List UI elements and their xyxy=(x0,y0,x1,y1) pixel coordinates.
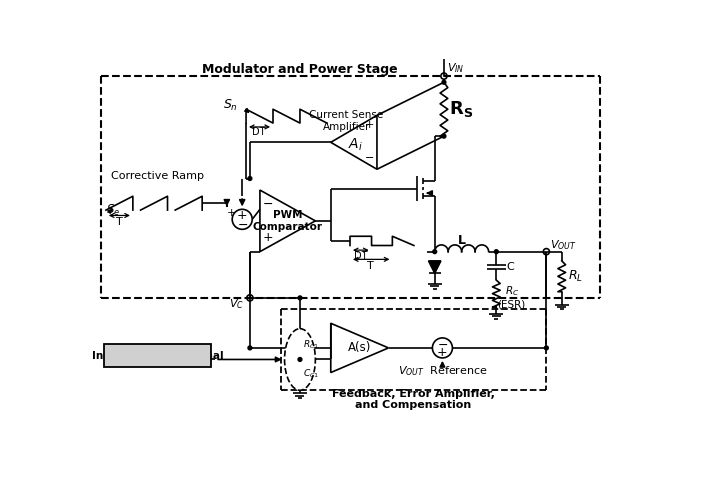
Text: Feedback, Error Amplifier,
and Compensation: Feedback, Error Amplifier, and Compensat… xyxy=(331,388,495,410)
Text: +: + xyxy=(262,231,273,245)
Circle shape xyxy=(298,296,302,300)
Circle shape xyxy=(442,80,446,84)
Circle shape xyxy=(495,250,498,253)
Text: PWM
Comparator: PWM Comparator xyxy=(253,210,323,232)
Text: DT: DT xyxy=(354,250,367,260)
Text: A(s): A(s) xyxy=(347,342,371,354)
Text: $-$: $-$ xyxy=(437,338,448,351)
Text: $R_C$
(ESR): $R_C$ (ESR) xyxy=(497,284,526,310)
Text: T: T xyxy=(116,216,123,227)
Text: $-$: $-$ xyxy=(262,197,273,211)
Text: +: + xyxy=(237,209,248,222)
Text: $-$: $-$ xyxy=(237,217,248,230)
Circle shape xyxy=(544,346,548,350)
Text: $V_{IN}$: $V_{IN}$ xyxy=(447,62,464,75)
Text: Modulator and Power Stage: Modulator and Power Stage xyxy=(202,64,398,76)
Text: $S_e$: $S_e$ xyxy=(106,203,120,218)
Text: $V_{OUT}$  Reference: $V_{OUT}$ Reference xyxy=(398,364,487,378)
Text: +: + xyxy=(365,120,374,130)
Text: +: + xyxy=(227,208,236,218)
Text: L: L xyxy=(458,234,466,247)
Polygon shape xyxy=(260,190,316,251)
Text: DT: DT xyxy=(253,127,266,138)
Text: $R_{C1}$: $R_{C1}$ xyxy=(303,339,320,351)
Polygon shape xyxy=(429,261,441,273)
Text: $S_n$: $S_n$ xyxy=(224,98,238,113)
Text: +: + xyxy=(437,346,448,359)
Text: $V_C$: $V_C$ xyxy=(229,297,244,311)
Text: $A_i$: $A_i$ xyxy=(348,137,363,153)
Ellipse shape xyxy=(284,329,316,390)
Circle shape xyxy=(248,176,252,180)
Text: Current Sense
Amplifier: Current Sense Amplifier xyxy=(309,110,383,132)
Text: $-$: $-$ xyxy=(364,151,374,161)
Polygon shape xyxy=(331,323,388,373)
Text: C: C xyxy=(506,262,514,272)
Text: Corrective Ramp: Corrective Ramp xyxy=(111,171,204,181)
Text: $V_{OUT}$: $V_{OUT}$ xyxy=(550,239,577,252)
Bar xyxy=(103,344,212,367)
Text: T: T xyxy=(367,260,374,271)
Text: $\mathbf{R_S}$: $\mathbf{R_S}$ xyxy=(449,99,473,119)
Text: $R_L$: $R_L$ xyxy=(568,269,583,284)
Text: Integrated or external: Integrated or external xyxy=(92,351,223,360)
Polygon shape xyxy=(331,115,377,169)
Circle shape xyxy=(442,134,446,138)
Circle shape xyxy=(248,346,252,350)
Circle shape xyxy=(298,357,302,361)
Circle shape xyxy=(432,250,437,253)
Text: $C_{C1}$: $C_{C1}$ xyxy=(303,367,320,380)
